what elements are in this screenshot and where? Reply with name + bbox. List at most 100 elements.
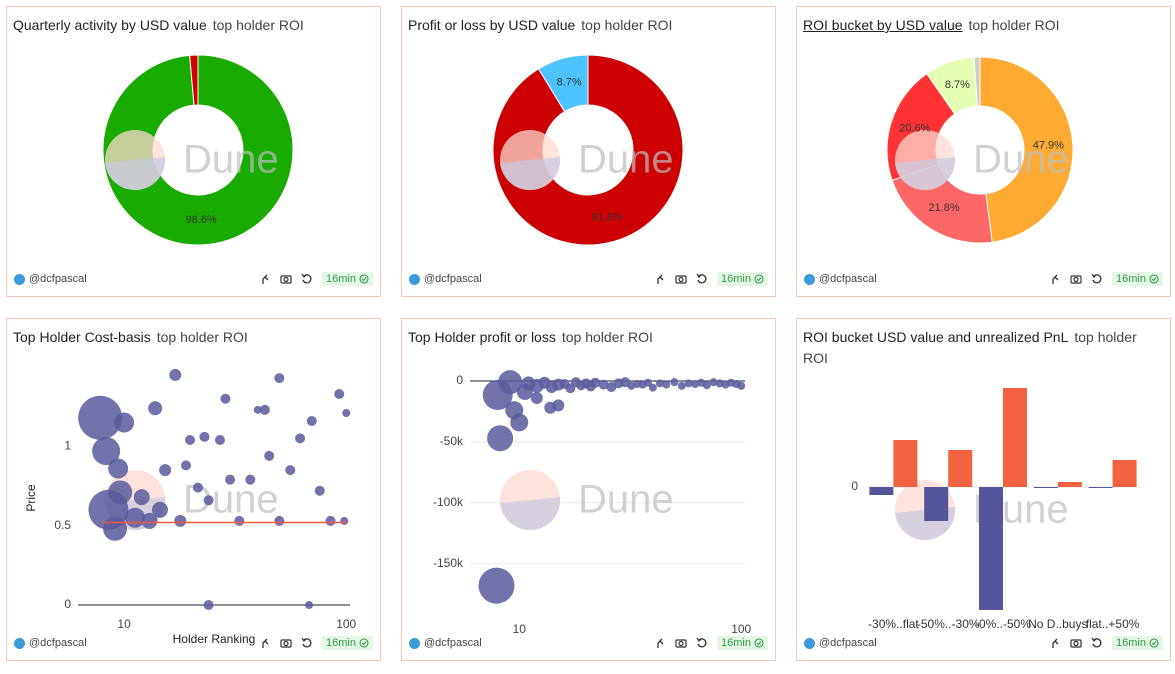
author-name[interactable]: @dcfpascal — [29, 273, 87, 285]
x-tick-label: 10 — [117, 617, 131, 631]
pen-icon[interactable] — [259, 637, 271, 649]
panel-overlay: ROI bucket by USD value top holder ROI @dc… — [796, 6, 1171, 297]
avatar — [14, 273, 25, 285]
scatter-point — [151, 501, 168, 518]
refresh-icon[interactable] — [696, 273, 708, 285]
scatter-point — [691, 380, 700, 389]
panel — [401, 318, 776, 661]
camera-icon[interactable] — [1070, 273, 1082, 285]
x-axis-label: Holder Ranking — [173, 632, 256, 646]
scatter-point — [648, 383, 657, 392]
age-text: 16min — [326, 637, 356, 649]
pen-icon[interactable] — [654, 273, 666, 285]
scatter-point — [114, 412, 135, 433]
x-tick-label: 100 — [731, 622, 751, 636]
chart-title[interactable]: ROI bucket by USD value — [803, 17, 963, 33]
scatter-point — [185, 434, 196, 445]
check-icon — [1149, 274, 1159, 284]
panel-overlay: Top Holder profit or loss top holder ROI @… — [401, 318, 776, 661]
scatter-point — [655, 379, 664, 388]
scatter-point — [305, 601, 314, 609]
watermark-logo-shade — [500, 497, 561, 531]
check-icon — [754, 274, 764, 284]
camera-icon[interactable] — [280, 637, 292, 649]
age-badge[interactable]: 16min — [1112, 636, 1163, 650]
age-badge[interactable]: 16min — [322, 636, 373, 650]
scatter-point — [78, 395, 123, 440]
pen-icon[interactable] — [1049, 273, 1061, 285]
scatter-point — [225, 474, 236, 485]
scatter-point — [133, 489, 150, 506]
author-name[interactable]: @dcfpascal — [424, 273, 482, 285]
scatter-point — [181, 460, 192, 471]
age-badge[interactable]: 16min — [717, 636, 768, 650]
bar — [924, 487, 949, 521]
panel-overlay: Top Holder Cost-basis top holder ROI @dcfp… — [6, 318, 381, 661]
refresh-icon[interactable] — [696, 637, 708, 649]
pen-icon[interactable] — [654, 637, 666, 649]
scatter-point — [709, 378, 718, 387]
data-label: 20.6% — [899, 123, 930, 135]
age-badge[interactable]: 16min — [322, 272, 373, 286]
camera-icon[interactable] — [1070, 637, 1082, 649]
y-tick-label: 0 — [456, 373, 463, 387]
pen-icon[interactable] — [259, 273, 271, 285]
x-tick-label: No D..buys — [1028, 617, 1087, 631]
age-badge[interactable]: 16min — [717, 272, 768, 286]
data-label: 8.7% — [557, 77, 582, 89]
bar — [869, 487, 894, 495]
author: @dcfpascal — [804, 637, 877, 649]
data-label: 8.7% — [945, 79, 970, 91]
panel-header: Profit or loss by USD value top holder RO… — [408, 15, 766, 36]
x-tick-label: -50%..-30% — [917, 617, 980, 631]
scatter-point — [253, 405, 262, 414]
x-tick-label: 10 — [513, 622, 527, 636]
refresh-icon[interactable] — [301, 273, 313, 285]
scatter-point — [169, 368, 182, 381]
author-name[interactable]: @dcfpascal — [29, 637, 87, 649]
chart-subtitle: top holder ROI — [156, 329, 248, 345]
x-tick-label: -30%..flat — [868, 617, 919, 631]
scatter-point — [274, 373, 285, 384]
refresh-icon[interactable] — [301, 637, 313, 649]
check-icon — [754, 638, 764, 648]
bar — [979, 487, 1003, 610]
check-icon — [359, 274, 369, 284]
chart-title: Top Holder profit or loss — [408, 329, 556, 345]
scatter-point — [670, 378, 679, 387]
camera-icon[interactable] — [675, 637, 687, 649]
author-name[interactable]: @dcfpascal — [424, 637, 482, 649]
pen-icon[interactable] — [1049, 637, 1061, 649]
bar — [1057, 482, 1082, 487]
chart-subtitle: top holder ROI — [803, 329, 1137, 366]
scatter-point — [234, 515, 245, 526]
refresh-icon[interactable] — [1091, 637, 1103, 649]
scatter-point — [220, 393, 231, 404]
toolbar: 16min — [654, 272, 768, 286]
chart-title: Top Holder Cost-basis — [13, 329, 151, 345]
camera-icon[interactable] — [280, 273, 292, 285]
avatar — [804, 273, 815, 285]
check-icon — [359, 638, 369, 648]
check-icon — [1149, 638, 1159, 648]
panel-footer: @dcfpascal 16min — [409, 634, 768, 652]
scatter-point — [92, 437, 121, 466]
camera-icon[interactable] — [675, 273, 687, 285]
age-text: 16min — [1116, 637, 1146, 649]
panel-footer: @dcfpascal 16min — [14, 634, 373, 652]
scatter-point — [498, 370, 523, 395]
bar — [893, 440, 918, 487]
age-badge[interactable]: 16min — [1112, 272, 1163, 286]
pie-slice — [492, 54, 684, 246]
pie-slice — [979, 56, 1074, 243]
panel-header: Top Holder Cost-basis top holder ROI — [13, 327, 371, 348]
author-name[interactable]: @dcfpascal — [819, 637, 877, 649]
scatter-point — [159, 464, 172, 477]
data-label: 91.3% — [591, 211, 622, 223]
refresh-icon[interactable] — [1091, 273, 1103, 285]
author-name[interactable]: @dcfpascal — [819, 273, 877, 285]
panel — [796, 6, 1171, 297]
panel-header: Top Holder profit or loss top holder ROI — [408, 327, 766, 348]
